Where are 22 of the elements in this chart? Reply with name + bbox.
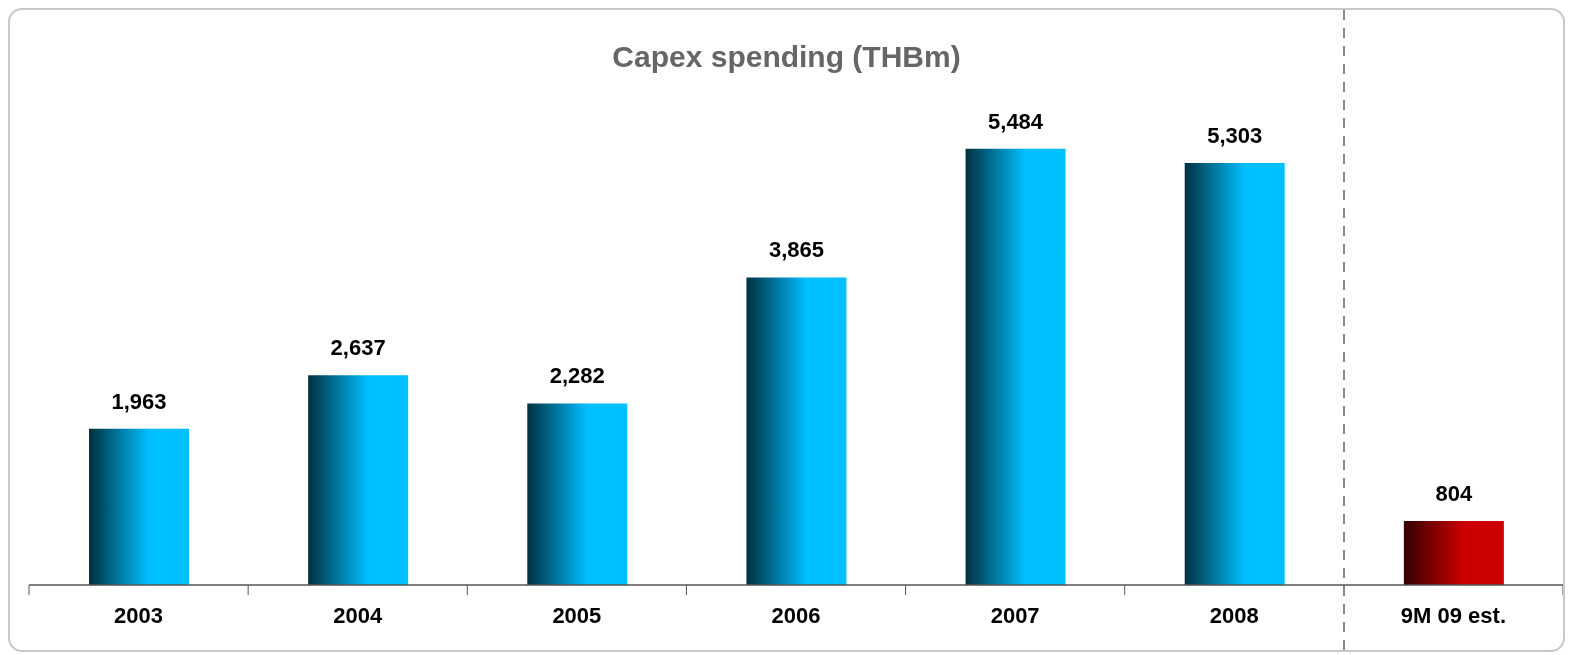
bar [527,403,628,585]
x-tick-label: 2003 [114,603,164,628]
bar [1403,521,1504,585]
x-tick-label: 2007 [990,603,1040,628]
bar [1184,163,1285,585]
data-label: 5,484 [988,108,1044,134]
x-tick-label: 2008 [1209,603,1259,628]
data-label: 5,303 [1207,123,1263,149]
bar [965,148,1066,585]
x-tick-label: 2004 [333,603,383,628]
x-tick-label: 2006 [771,603,821,628]
x-tick-label: 2005 [552,603,602,628]
data-label: 804 [1435,481,1473,507]
chart-title: Capex spending (THBm) [611,40,962,74]
bar [89,428,189,585]
x-tick-label: 9M 09 est. [1400,603,1507,628]
data-label: 2,282 [549,363,605,389]
bar [308,375,409,585]
data-label: 1,963 [111,388,167,414]
bar [746,277,847,585]
data-label: 3,865 [768,237,824,263]
data-label: 2,637 [330,335,386,361]
